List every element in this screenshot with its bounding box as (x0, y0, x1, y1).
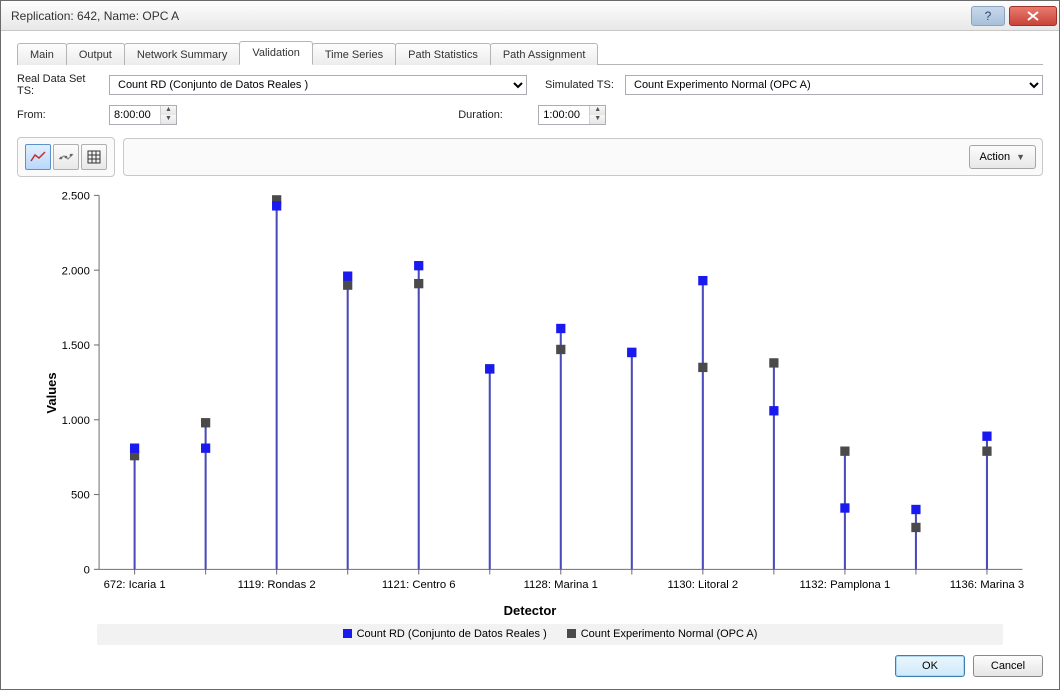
spin-up-icon[interactable]: ▲ (161, 106, 176, 115)
sim-ts-label: Simulated TS: (545, 79, 619, 91)
legend-swatch-icon (567, 629, 576, 638)
tab-path-statistics[interactable]: Path Statistics (395, 43, 491, 65)
svg-text:1121: Centro 6: 1121: Centro 6 (382, 579, 456, 591)
tab-network-summary[interactable]: Network Summary (124, 43, 240, 65)
duration-label: Duration: (458, 109, 532, 121)
legend-label: Count RD (Conjunto de Datos Reales ) (357, 628, 547, 640)
ok-button[interactable]: OK (895, 655, 965, 677)
action-container: Action ▼ (123, 138, 1043, 176)
tab-path-assignment[interactable]: Path Assignment (490, 43, 599, 65)
duration-input[interactable] (539, 109, 589, 121)
sim-ts-select[interactable]: Count Experimento Normal (OPC A) (625, 75, 1043, 95)
svg-text:0: 0 (84, 564, 90, 576)
from-input[interactable] (110, 109, 160, 121)
svg-text:1.500: 1.500 (62, 340, 90, 352)
tab-validation[interactable]: Validation (239, 41, 313, 65)
legend-swatch-icon (343, 629, 352, 638)
duration-spinner[interactable]: ▲▼ (538, 105, 606, 125)
window-title: Replication: 642, Name: OPC A (11, 9, 179, 23)
tabs: MainOutputNetwork SummaryValidationTime … (17, 41, 1043, 65)
ts-select-row: Real Data Set TS: Count RD (Conjunto de … (17, 65, 1043, 105)
real-ts-label: Real Data Set TS: (17, 73, 103, 97)
help-button[interactable]: ? (971, 6, 1005, 26)
svg-text:1128: Marina 1: 1128: Marina 1 (524, 579, 598, 591)
svg-text:672: Icaria 1: 672: Icaria 1 (104, 579, 166, 591)
svg-text:1136: Marina 3: 1136: Marina 3 (950, 579, 1024, 591)
chevron-down-icon: ▼ (1016, 152, 1025, 162)
x-axis-label: Detector (17, 603, 1043, 618)
chart-legend: Count RD (Conjunto de Datos Reales ) Coun… (97, 624, 1003, 646)
chart-table-button[interactable] (81, 144, 107, 170)
y-axis-label: Values (44, 372, 59, 413)
legend-label: Count Experimento Normal (OPC A) (581, 628, 758, 640)
svg-text:2.000: 2.000 (62, 265, 90, 277)
dialog-footer: OK Cancel (1, 645, 1059, 689)
cancel-button[interactable]: Cancel (973, 655, 1043, 677)
action-button[interactable]: Action ▼ (969, 145, 1037, 169)
view-mode-group (17, 137, 115, 177)
tab-time-series[interactable]: Time Series (312, 43, 396, 65)
tab-main[interactable]: Main (17, 43, 67, 65)
svg-text:500: 500 (71, 490, 90, 502)
time-row: From: ▲▼ Duration: ▲▼ (17, 105, 1043, 133)
chart-scatter-button[interactable] (53, 144, 79, 170)
from-spinner[interactable]: ▲▼ (109, 105, 177, 125)
svg-text:1.000: 1.000 (62, 415, 90, 427)
svg-text:2.500: 2.500 (62, 190, 90, 202)
chart-area: Values 0 500 1.000 1.500 2.000 2.500 672: Icar… (17, 185, 1043, 601)
close-button[interactable] (1009, 6, 1057, 26)
spin-up-icon[interactable]: ▲ (590, 106, 605, 115)
from-label: From: (17, 109, 103, 121)
legend-item: Count RD (Conjunto de Datos Reales ) (343, 628, 547, 640)
chart-svg: 0 500 1.000 1.500 2.000 2.500 672: Icaria 1 111… (17, 185, 1043, 601)
spin-down-icon[interactable]: ▼ (161, 115, 176, 124)
svg-text:1130: Litoral 2: 1130: Litoral 2 (668, 579, 739, 591)
dialog-window: Replication: 642, Name: OPC A ? MainOutp… (0, 0, 1060, 690)
real-ts-select[interactable]: Count RD (Conjunto de Datos Reales ) (109, 75, 527, 95)
chart-toolbar: Action ▼ (17, 137, 1043, 177)
legend-item: Count Experimento Normal (OPC A) (567, 628, 758, 640)
spin-down-icon[interactable]: ▼ (590, 115, 605, 124)
svg-text:1132: Pamplona 1: 1132: Pamplona 1 (800, 579, 891, 591)
chart-line-button[interactable] (25, 144, 51, 170)
svg-text:1119: Rondas 2: 1119: Rondas 2 (238, 579, 316, 591)
titlebar: Replication: 642, Name: OPC A ? (1, 1, 1059, 31)
tab-output[interactable]: Output (66, 43, 125, 65)
